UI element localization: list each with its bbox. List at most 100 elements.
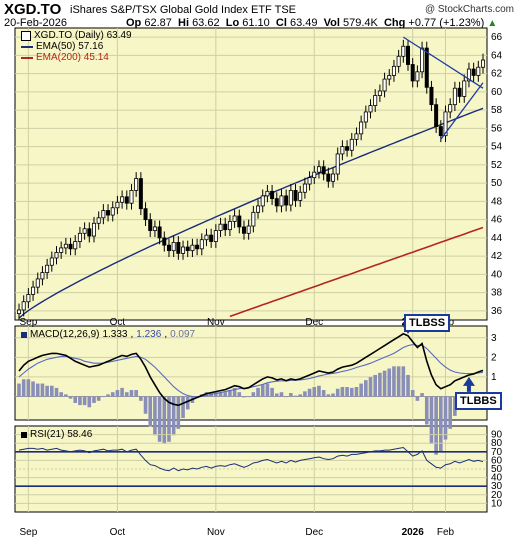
candle-body (129, 190, 134, 204)
price-tick-label: 40 (491, 269, 503, 280)
ema50-line (18, 107, 484, 319)
x-tick-label: Sep (19, 527, 37, 538)
macd-hist-bar (87, 396, 92, 408)
x-tick-label: Dec (305, 317, 323, 328)
volume-label: Vol (323, 17, 340, 29)
candle-body (232, 215, 237, 222)
rsi-tick-label: 60 (491, 455, 503, 466)
macd-hist-bar (448, 396, 452, 429)
macd-hist-bar (35, 383, 40, 397)
macd-hist-bar (171, 396, 176, 436)
panel-macd (14, 325, 488, 421)
change-up-icon: ▲ (487, 18, 498, 29)
candle-body (110, 207, 115, 216)
macd-hist-bar (92, 396, 96, 403)
candle (87, 222, 92, 243)
rsi-label: RSI(21) 58.46 (30, 429, 93, 440)
candle-body (63, 243, 68, 249)
candle-body (143, 208, 148, 221)
candle-body (171, 242, 176, 252)
candle-body (246, 225, 251, 234)
macd-hist-bar (317, 385, 321, 397)
candle-body (209, 234, 214, 242)
candle-body (373, 95, 378, 106)
candle-body (265, 190, 270, 197)
ema50-swatch-icon (21, 45, 33, 48)
macd-signal-value: 1.236 (136, 329, 162, 340)
candle-body (227, 221, 232, 231)
legend-price: XGD.TO (Daily) 63.49 (21, 30, 132, 41)
candle (115, 195, 120, 215)
price-tick-label: 54 (491, 142, 503, 153)
macd-hist-bar (45, 385, 49, 397)
candle-body (152, 226, 157, 231)
candle (171, 236, 176, 258)
macd-hist-bar (406, 374, 410, 397)
candle (256, 199, 261, 219)
macd-hist-bar (256, 387, 260, 397)
rsi-tick-label: 80 (491, 438, 503, 449)
x-tick-label: 2026 (402, 527, 425, 538)
candle (466, 62, 471, 88)
candle (106, 204, 111, 222)
candle-body (49, 257, 54, 266)
macd-hist-bar (303, 391, 307, 397)
candle (391, 59, 396, 82)
candle-body (101, 210, 106, 219)
candle-body (391, 65, 396, 76)
candle (420, 41, 425, 79)
candle-body (21, 301, 26, 311)
candle (302, 177, 307, 199)
candle (45, 258, 50, 279)
candle-body (429, 86, 434, 106)
macd-hist-bar (284, 396, 288, 398)
macd-hist-bar (326, 394, 331, 397)
candle (148, 213, 153, 237)
candle-body (96, 217, 101, 224)
candle-body (251, 211, 256, 227)
candle (457, 81, 462, 103)
macd-hist-bar (167, 396, 171, 442)
candle (68, 237, 73, 256)
candle-body (377, 90, 382, 96)
candle (476, 60, 481, 82)
candle-body (185, 246, 190, 252)
price-tick-label: 64 (491, 50, 503, 61)
candle-body (480, 59, 485, 68)
legend-rsi: RSI(21) 58.46 (21, 429, 92, 440)
ticker-symbol: XGD.TO (4, 1, 62, 18)
candle (279, 189, 284, 213)
ema200-swatch-icon (21, 56, 33, 59)
rsi-tick-label: 40 (491, 473, 503, 484)
x-tick-label: Oct (110, 317, 126, 328)
macd-tick-label: 2 (491, 352, 497, 363)
close-label: Cl (275, 17, 287, 29)
candle (382, 72, 387, 98)
macd-hist-value: 0.097 (170, 329, 196, 340)
candle (213, 224, 218, 248)
macd-hist-bar (115, 390, 120, 397)
annotation-tlbbs: TLBBS (455, 392, 502, 410)
annotation-tlbss: TLBSS (404, 314, 451, 332)
candle (26, 288, 31, 309)
candle (321, 160, 326, 181)
macd-hist-bar (110, 392, 115, 397)
x-tick-label: Dec (305, 527, 323, 538)
candle-body (237, 215, 242, 228)
price-tick-label: 56 (491, 123, 503, 134)
price-tick-label: 60 (491, 87, 503, 98)
candle (162, 231, 167, 252)
candle-body (274, 198, 279, 207)
macd-hist-bar (420, 393, 424, 397)
candle (185, 240, 190, 258)
candle-body (424, 47, 429, 88)
candle (246, 219, 251, 240)
candle (199, 233, 204, 256)
macd-hist-bar (331, 393, 335, 397)
candle-body (181, 246, 186, 254)
candle-body (157, 226, 162, 239)
candle (181, 240, 186, 260)
candle-body (68, 243, 73, 250)
macd-hist-bar (415, 396, 420, 401)
macd-hist-bar (228, 390, 232, 397)
